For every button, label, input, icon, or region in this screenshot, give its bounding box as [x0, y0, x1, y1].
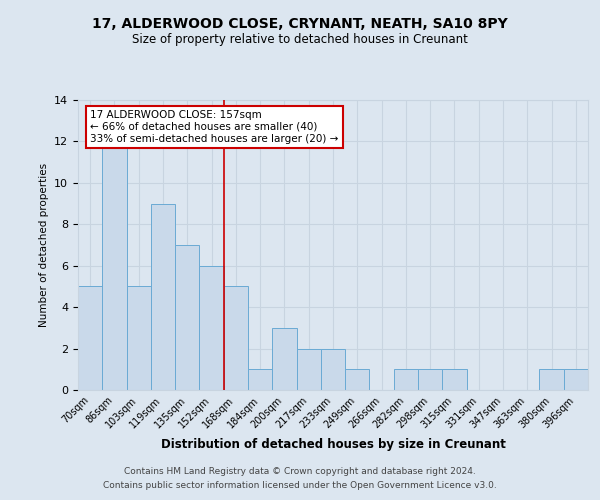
Bar: [296, 348, 321, 390]
Bar: [102, 142, 127, 390]
Bar: [199, 266, 224, 390]
Text: 17, ALDERWOOD CLOSE, CRYNANT, NEATH, SA10 8PY: 17, ALDERWOOD CLOSE, CRYNANT, NEATH, SA1…: [92, 18, 508, 32]
Bar: [224, 286, 248, 390]
Bar: [345, 370, 370, 390]
Bar: [564, 370, 588, 390]
Bar: [248, 370, 272, 390]
X-axis label: Distribution of detached houses by size in Creunant: Distribution of detached houses by size …: [161, 438, 505, 451]
Text: Contains HM Land Registry data © Crown copyright and database right 2024.: Contains HM Land Registry data © Crown c…: [124, 467, 476, 476]
Text: 17 ALDERWOOD CLOSE: 157sqm
← 66% of detached houses are smaller (40)
33% of semi: 17 ALDERWOOD CLOSE: 157sqm ← 66% of deta…: [91, 110, 339, 144]
Y-axis label: Number of detached properties: Number of detached properties: [38, 163, 49, 327]
Bar: [151, 204, 175, 390]
Bar: [127, 286, 151, 390]
Bar: [539, 370, 564, 390]
Bar: [394, 370, 418, 390]
Text: Contains public sector information licensed under the Open Government Licence v3: Contains public sector information licen…: [103, 481, 497, 490]
Bar: [321, 348, 345, 390]
Bar: [442, 370, 467, 390]
Bar: [418, 370, 442, 390]
Text: Size of property relative to detached houses in Creunant: Size of property relative to detached ho…: [132, 32, 468, 46]
Bar: [272, 328, 296, 390]
Bar: [78, 286, 102, 390]
Bar: [175, 245, 199, 390]
